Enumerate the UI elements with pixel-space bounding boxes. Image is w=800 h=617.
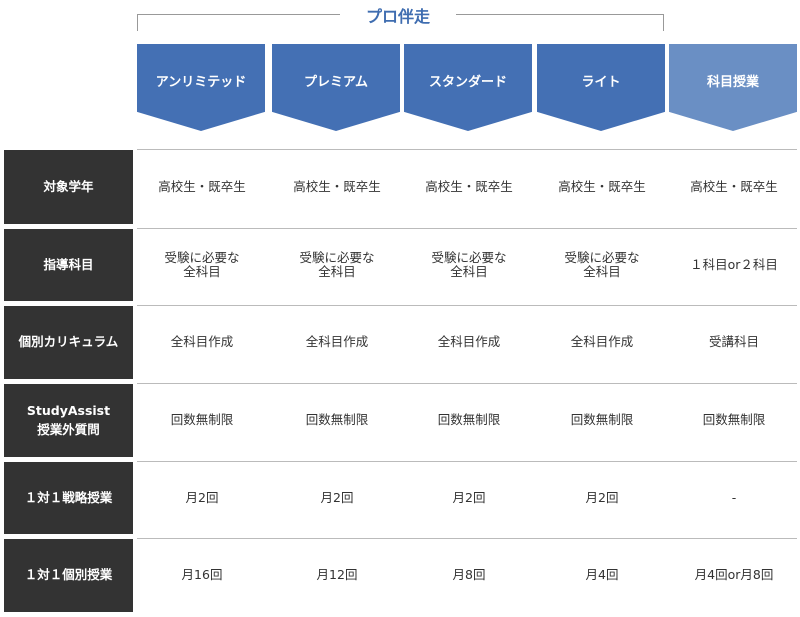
row-label: 指導科目 xyxy=(4,229,133,301)
table-cell: 回数無制限 xyxy=(570,412,634,428)
table-cell: 全科目作成 xyxy=(570,334,634,350)
table-cell: 受験に必要な 全科目 xyxy=(564,249,640,279)
table-cell: １科目or２科目 xyxy=(690,256,778,272)
row-divider xyxy=(137,305,797,306)
table-cell: 回数無制限 xyxy=(437,412,501,428)
plan-header-1: プレミアム xyxy=(272,44,400,131)
row-divider xyxy=(137,149,797,150)
table-cell: 全科目作成 xyxy=(305,334,369,350)
table-cell: 回数無制限 xyxy=(305,412,369,428)
row-label: StudyAssist 授業外質問 xyxy=(4,384,133,457)
table-cell: 受験に必要な 全科目 xyxy=(431,249,507,279)
row-divider xyxy=(137,538,797,539)
table-cell: 月4回 xyxy=(585,567,619,583)
plan-header-0: アンリミテッド xyxy=(137,44,265,131)
table-cell: 月12回 xyxy=(316,567,358,583)
table-cell: 高校生・既卒生 xyxy=(425,178,513,194)
row-divider xyxy=(137,383,797,384)
table-cell: 受講科目 xyxy=(708,334,759,350)
row-label: 個別カリキュラム xyxy=(4,306,133,379)
table-cell: 月16回 xyxy=(181,567,223,583)
plan-header-2: スタンダード xyxy=(404,44,532,131)
table-cell: 月8回 xyxy=(452,567,486,583)
table-cell: 全科目作成 xyxy=(437,334,501,350)
row-divider xyxy=(137,228,797,229)
table-cell: 高校生・既卒生 xyxy=(558,178,646,194)
table-cell: 月2回 xyxy=(452,489,486,505)
row-label: １対１戦略授業 xyxy=(4,462,133,534)
table-cell: 高校生・既卒生 xyxy=(158,178,246,194)
table-cell: 受験に必要な 全科目 xyxy=(299,249,375,279)
table-cell: 高校生・既卒生 xyxy=(293,178,381,194)
table-cell: - xyxy=(731,489,737,505)
table-cell: 月4回or月8回 xyxy=(694,567,774,583)
table-cell: 月2回 xyxy=(585,489,619,505)
row-label: 対象学年 xyxy=(4,150,133,224)
table-cell: 全科目作成 xyxy=(170,334,234,350)
table-cell: 回数無制限 xyxy=(702,412,766,428)
table-cell: 月2回 xyxy=(185,489,219,505)
table-cell: 月2回 xyxy=(320,489,354,505)
row-divider xyxy=(137,461,797,462)
plan-header-4: 科目授業 xyxy=(669,44,797,131)
table-cell: 受験に必要な 全科目 xyxy=(164,249,240,279)
group-label: プロ伴走 xyxy=(340,3,456,27)
row-label: １対１個別授業 xyxy=(4,539,133,612)
table-cell: 回数無制限 xyxy=(170,412,234,428)
table-cell: 高校生・既卒生 xyxy=(690,178,778,194)
plan-header-3: ライト xyxy=(537,44,665,131)
